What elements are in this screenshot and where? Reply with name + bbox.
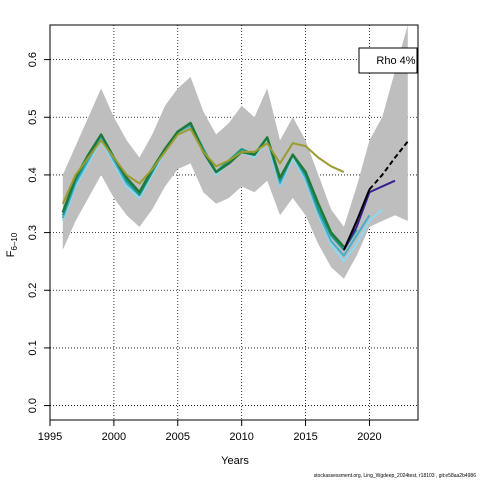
legend: Rho 4% <box>358 47 418 74</box>
x-tick-label: 1995 <box>38 431 62 443</box>
confidence-band-area <box>62 25 408 279</box>
y-axis: 0.0 0.1 0.2 0.3 0.4 0.5 0.6 <box>27 52 50 413</box>
series-line-purple <box>343 179 396 251</box>
x-tick-label: 2005 <box>166 431 190 443</box>
y-tick-label: 0.2 <box>27 283 39 298</box>
y-tick-label: 0.0 <box>27 398 39 413</box>
y-tick-label: 0.5 <box>27 110 39 125</box>
series-lines <box>61 121 409 263</box>
x-tick-label: 2000 <box>102 431 126 443</box>
confidence-band <box>62 25 408 279</box>
y-tick-label: 0.6 <box>27 52 39 67</box>
y-axis-title-main: F <box>5 250 17 257</box>
x-axis-title: Years <box>221 455 249 467</box>
series-line-olive <box>61 127 345 205</box>
y-tick-label: 0.3 <box>27 225 39 240</box>
x-tick-label: 2010 <box>229 431 253 443</box>
series-line-black-solid <box>342 188 371 251</box>
footer-note: stockassessment.org, Ling_Wgdeep_2024tes… <box>314 473 477 479</box>
y-axis-title-subscript: 6–10 <box>10 232 19 250</box>
x-tick-label: 2015 <box>293 431 317 443</box>
x-tick-label: 2020 <box>357 431 381 443</box>
legend-label: Rho 4% <box>376 55 415 67</box>
x-axis: 1995 2000 2005 2010 2015 2020 <box>38 420 382 443</box>
series-line-black-dashed <box>368 140 409 191</box>
legend-box <box>358 47 418 74</box>
y-tick-label: 0.1 <box>27 340 39 355</box>
y-axis-title: F6–10 <box>5 232 19 257</box>
y-tick-label: 0.4 <box>27 167 39 182</box>
plot-frame <box>49 24 419 421</box>
